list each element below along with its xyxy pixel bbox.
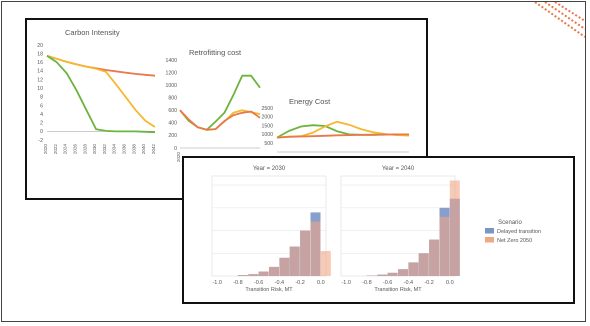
x-tick-label: 2030 — [92, 144, 97, 155]
y-tick-label: 1400 — [165, 58, 177, 64]
histogram-bar — [429, 239, 440, 276]
x-tick-label: 2024 — [63, 144, 68, 155]
y-tick-label: 12 — [37, 77, 43, 83]
y-tick-label: 1000 — [165, 83, 177, 89]
y-tick-label: 2000 — [261, 115, 273, 121]
histogram-bar — [439, 216, 450, 276]
histogram-bar — [320, 251, 331, 276]
legend-title: Scenario — [498, 220, 522, 226]
series-line-orange — [46, 54, 156, 77]
x-tick-label: 2036 — [122, 144, 127, 155]
y-tick-label: 4 — [40, 112, 43, 118]
histogram-panel-2: Year = 2040 -1.0 -0.8 -0.6 -0.4 -0.2 0.0 Transi… — [340, 166, 460, 293]
y-tick-label: 20 — [37, 43, 43, 49]
histogram-bar — [269, 266, 279, 276]
y-tick-label: 200 — [168, 133, 177, 139]
histogram-bar — [237, 275, 248, 276]
y-tick-label: 800 — [168, 96, 177, 102]
x-tick-label: 2020 — [43, 144, 48, 155]
x-tick-label: -0.4 — [404, 280, 413, 286]
corner-stamp-icon — [534, 2, 585, 38]
y-tick-label: 14 — [37, 69, 43, 75]
x-tick-label: 2040 — [141, 144, 146, 155]
histogram-bar — [366, 275, 377, 276]
x-axis-label: Transition Risk, MT — [245, 287, 293, 293]
x-tick-label: -1.0 — [341, 280, 350, 286]
histogram-card: Year = 2030 -1.0 -0.8 -0.6 -0.4 -0.2 0.0 Transi… — [182, 156, 575, 304]
x-tick-label: 2020 — [176, 152, 181, 163]
series-line-orange — [276, 133, 409, 139]
legend-entry: Net Zero 2050 — [497, 238, 532, 244]
y-tick-label: 16 — [37, 60, 43, 66]
histogram-panel-1: Year = 2030 -1.0 -0.8 -0.6 -0.4 -0.2 0.0 Transi… — [211, 166, 331, 293]
x-tick-label: 2028 — [82, 144, 87, 155]
x-tick-label: 0.0 — [317, 280, 325, 286]
y-tick-label: 2 — [40, 121, 43, 127]
x-tick-label: 2042 — [151, 144, 156, 155]
y-tick-label: 600 — [168, 108, 177, 114]
x-tick-label: -0.2 — [424, 280, 433, 286]
y-tick-label: 0 — [174, 146, 177, 152]
chart-title: Carbon Intensity — [65, 28, 120, 37]
x-tick-label: -0.4 — [275, 280, 284, 286]
legend: Scenario Delayed transition Net Zero 2050 — [485, 220, 541, 244]
histogram-bar — [449, 180, 460, 276]
histogram-bar — [377, 274, 388, 276]
chart-title: Energy Cost — [289, 97, 331, 106]
histogram-bar — [387, 272, 398, 276]
x-tick-label: 2022 — [53, 144, 58, 155]
y-tick-label: 500 — [264, 141, 273, 147]
y-tick-label: 8 — [40, 95, 43, 101]
series-line-yellow — [179, 109, 261, 131]
x-tick-label: 2026 — [72, 144, 77, 155]
y-tick-label: 400 — [168, 121, 177, 127]
series-line-green — [46, 55, 156, 134]
x-tick-label: 2038 — [131, 144, 136, 155]
histogram-bar — [408, 262, 419, 276]
y-tick-label: 10 — [37, 86, 43, 92]
x-tick-label: -0.6 — [383, 280, 392, 286]
y-tick-label: 1000 — [261, 132, 273, 138]
histogram-bar — [398, 269, 408, 276]
panel-title: Year = 2040 — [382, 166, 415, 172]
y-tick-label: 18 — [37, 51, 43, 57]
histogram-bar — [289, 246, 300, 276]
histogram-bar — [418, 253, 429, 276]
x-tick-label: 2032 — [102, 144, 107, 155]
series-line-orange — [179, 109, 261, 131]
x-tick-label: -0.8 — [362, 280, 371, 286]
histogram-bar — [300, 230, 311, 276]
legend-swatch — [485, 237, 494, 243]
panel-title: Year = 2030 — [253, 166, 286, 172]
line-chart-3: Energy Cost 500 1000 1500 2000 2500 — [261, 97, 410, 153]
x-tick-label: -0.2 — [295, 280, 304, 286]
histogram-svg: Year = 2030 -1.0 -0.8 -0.6 -0.4 -0.2 0.0 Transi… — [211, 166, 541, 293]
y-tick-label: 0 — [40, 129, 43, 135]
y-tick-label: -2 — [38, 138, 43, 144]
histogram-bar — [248, 274, 259, 276]
legend-entry: Delayed transition — [497, 229, 541, 235]
x-tick-label: 2034 — [112, 144, 117, 155]
y-tick-label: 1500 — [261, 123, 273, 129]
histogram-bar — [310, 221, 321, 276]
y-tick-label: 6 — [40, 103, 43, 109]
legend-swatch — [485, 228, 494, 234]
series-line-yellow — [46, 54, 156, 128]
histogram-bar — [279, 257, 290, 276]
chart-title: Retrofitting cost — [189, 48, 242, 57]
x-tick-label: 0.0 — [446, 280, 454, 286]
x-tick-label: -1.0 — [212, 280, 221, 286]
line-chart-2: Retrofitting cost 0 200 400 600 800 1000 1200 14… — [165, 48, 261, 163]
x-tick-label: -0.8 — [233, 280, 242, 286]
x-tick-label: -0.6 — [254, 280, 263, 286]
y-tick-label: 1200 — [165, 70, 177, 76]
x-axis-label: Transition Risk, MT — [374, 287, 422, 293]
y-tick-label: 2500 — [261, 106, 273, 112]
histogram-bar — [258, 271, 269, 276]
